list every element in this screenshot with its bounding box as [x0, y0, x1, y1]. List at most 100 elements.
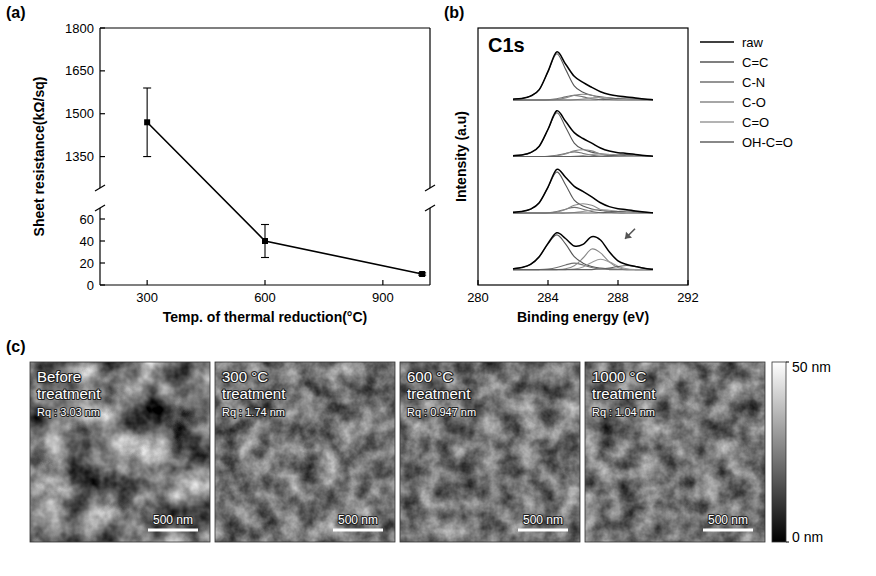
fit-component: [513, 235, 653, 270]
annotation-arrow: [625, 229, 635, 239]
y-tick: [100, 156, 105, 157]
scale-bar: [333, 529, 383, 532]
colorbar-label: 0 nm: [792, 529, 823, 545]
image-title: 300 °Ctreatment: [222, 368, 286, 402]
error-bar: [261, 225, 269, 258]
legend-label: C=O: [742, 115, 769, 130]
panel-a: (a)02040601350150016501800300600900Temp.…: [6, 4, 435, 325]
figure: (a)02040601350150016501800300600900Temp.…: [0, 0, 876, 576]
fit-component: [513, 54, 653, 100]
y-tick-label: 1800: [65, 21, 94, 36]
roughness-label: Rq : 1.04 nm: [592, 406, 655, 418]
colorbar-label: 50 nm: [792, 359, 831, 375]
afm-frame: [400, 362, 580, 542]
image-title-line: 300 °C: [222, 368, 268, 385]
error-bar-cap: [143, 87, 151, 88]
frame-right-upper: [429, 28, 430, 188]
y-tick: [100, 70, 105, 71]
y-tick: [100, 218, 105, 219]
annotation-arrowhead: [625, 232, 632, 239]
scale-bar: [148, 529, 198, 532]
frame-right-lower: [429, 208, 430, 285]
y-tick-label: 20: [80, 256, 94, 271]
chart-title: C1s: [488, 34, 525, 56]
x-tick: [382, 280, 383, 285]
raw-spectrum: [513, 52, 653, 100]
x-tick: [617, 280, 618, 285]
error-bar: [143, 88, 151, 157]
x-tick-label: 284: [537, 290, 559, 305]
image-title-line: treatment: [222, 385, 286, 402]
x-tick: [264, 280, 265, 285]
y-tick-label: 0: [87, 278, 94, 293]
plot-frame: [478, 28, 688, 285]
axis-break: [425, 205, 435, 211]
legend-label: raw: [742, 35, 764, 50]
y-tick: [100, 27, 105, 28]
y-axis-title: Intensity (a.u): [453, 111, 469, 202]
panel-letter: (c): [6, 338, 26, 355]
y-tick-label: 1650: [65, 63, 94, 78]
legend-label: C=C: [742, 55, 768, 70]
data-point: [144, 119, 150, 125]
afm-frame: [30, 362, 210, 542]
image-title-line: 600 °C: [407, 368, 453, 385]
image-title-line: 1000 °C: [592, 368, 647, 385]
axis-break: [95, 185, 105, 191]
raw-spectrum: [513, 111, 653, 157]
frame-top: [100, 27, 430, 28]
y-tick-label: 1350: [65, 149, 94, 164]
image-title-line: treatment: [592, 385, 656, 402]
legend-swatch: [700, 141, 734, 143]
fit-component: [513, 204, 653, 213]
colorbar: [772, 362, 786, 542]
data-point: [419, 271, 425, 277]
image-title: Beforetreatment: [37, 368, 101, 402]
fit-component: [513, 211, 653, 213]
x-tick-label: 288: [607, 290, 629, 305]
x-tick-label: 600: [254, 290, 276, 305]
legend-swatch: [700, 81, 734, 83]
panel-letter: (b): [444, 4, 464, 21]
legend-label: OH-C=O: [742, 135, 793, 150]
x-tick-label: 300: [136, 290, 158, 305]
scale-bar-label: 500 nm: [153, 513, 193, 527]
afm-image: [585, 362, 765, 542]
y-tick: [100, 284, 105, 285]
x-tick: [147, 280, 148, 285]
image-title-line: treatment: [407, 385, 471, 402]
scale-bar: [518, 529, 568, 532]
afm-frame: [585, 362, 765, 542]
x-tick-label: 280: [467, 290, 489, 305]
axis-break: [95, 205, 105, 211]
y-tick: [100, 262, 105, 263]
y-axis-upper: [99, 28, 100, 188]
data-point: [262, 238, 268, 244]
afm-image: [400, 362, 580, 542]
roughness-label: Rq : 0.947 nm: [407, 406, 476, 418]
error-bar-cap: [261, 224, 269, 225]
x-tick-label: 292: [677, 290, 699, 305]
scale-bar-label: 500 nm: [338, 513, 378, 527]
legend-swatch: [700, 101, 734, 103]
panel-letter: (a): [6, 4, 26, 21]
image-title: 600 °Ctreatment: [407, 368, 471, 402]
image-title-line: Before: [37, 368, 81, 385]
panel-c: (c)BeforetreatmentRq : 3.03 nm500 nm300 …: [6, 338, 831, 545]
x-axis-title: Binding energy (eV): [517, 309, 649, 325]
data-line: [147, 122, 422, 274]
scale-bar-label: 500 nm: [708, 513, 748, 527]
legend-swatch: [700, 121, 734, 123]
legend-label: C-O: [742, 95, 766, 110]
scale-bar: [703, 529, 753, 532]
y-tick: [100, 240, 105, 241]
x-axis-title: Temp. of thermal reduction(°C): [163, 309, 367, 325]
legend-swatch: [700, 61, 734, 63]
fit-component: [513, 259, 653, 269]
afm-frame: [215, 362, 395, 542]
data-group: [143, 88, 426, 277]
y-tick: [100, 113, 105, 114]
y-tick-label: 1500: [65, 106, 94, 121]
colorbar-tick: [786, 362, 789, 363]
error-bar-cap: [261, 257, 269, 258]
